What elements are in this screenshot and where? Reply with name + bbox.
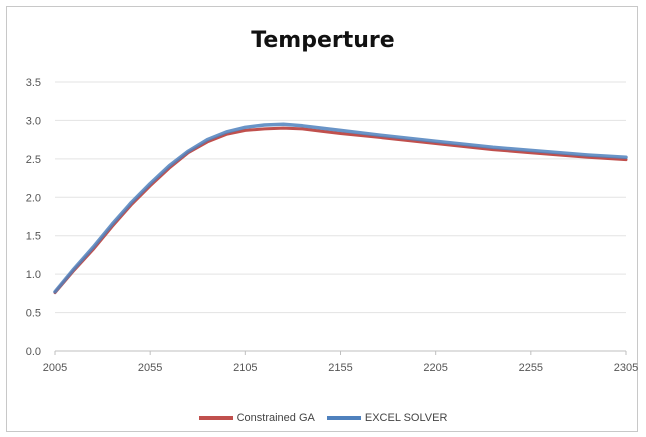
y-tick-label: 0.5 xyxy=(26,308,41,320)
chart-title: Temperture xyxy=(251,28,395,53)
y-tick-label: 1.0 xyxy=(26,269,41,281)
x-tick-label: 2255 xyxy=(519,362,543,374)
x-tick-label: 2105 xyxy=(233,362,257,374)
legend-swatch-constrained-ga xyxy=(198,416,233,420)
y-tick-label: 1.5 xyxy=(26,231,41,243)
x-tick-label: 2305 xyxy=(614,362,638,374)
x-tick-label: 2005 xyxy=(43,362,67,374)
legend-label-constrained-ga: Constrained GA xyxy=(236,412,315,424)
x-tick-label: 2055 xyxy=(138,362,162,374)
legend-label-excel-solver: EXCEL SOLVER xyxy=(364,412,448,424)
legend: Constrained GA EXCEL SOLVER xyxy=(0,412,646,424)
x-tick-label: 2155 xyxy=(328,362,352,374)
chart-frame xyxy=(6,6,638,432)
y-tick-label: 3.0 xyxy=(26,115,41,127)
y-tick-label: 3.5 xyxy=(26,77,41,89)
legend-item-constrained-ga: Constrained GA xyxy=(198,412,315,424)
legend-item-excel-solver: EXCEL SOLVER xyxy=(326,412,448,424)
y-tick-label: 2.5 xyxy=(26,154,41,166)
series-line-excel-solver xyxy=(53,122,628,294)
x-tick-label: 2205 xyxy=(423,362,447,374)
y-tick-label: 2.0 xyxy=(26,192,41,204)
legend-swatch-excel-solver xyxy=(326,416,361,420)
y-tick-label: 0.0 xyxy=(26,346,41,358)
